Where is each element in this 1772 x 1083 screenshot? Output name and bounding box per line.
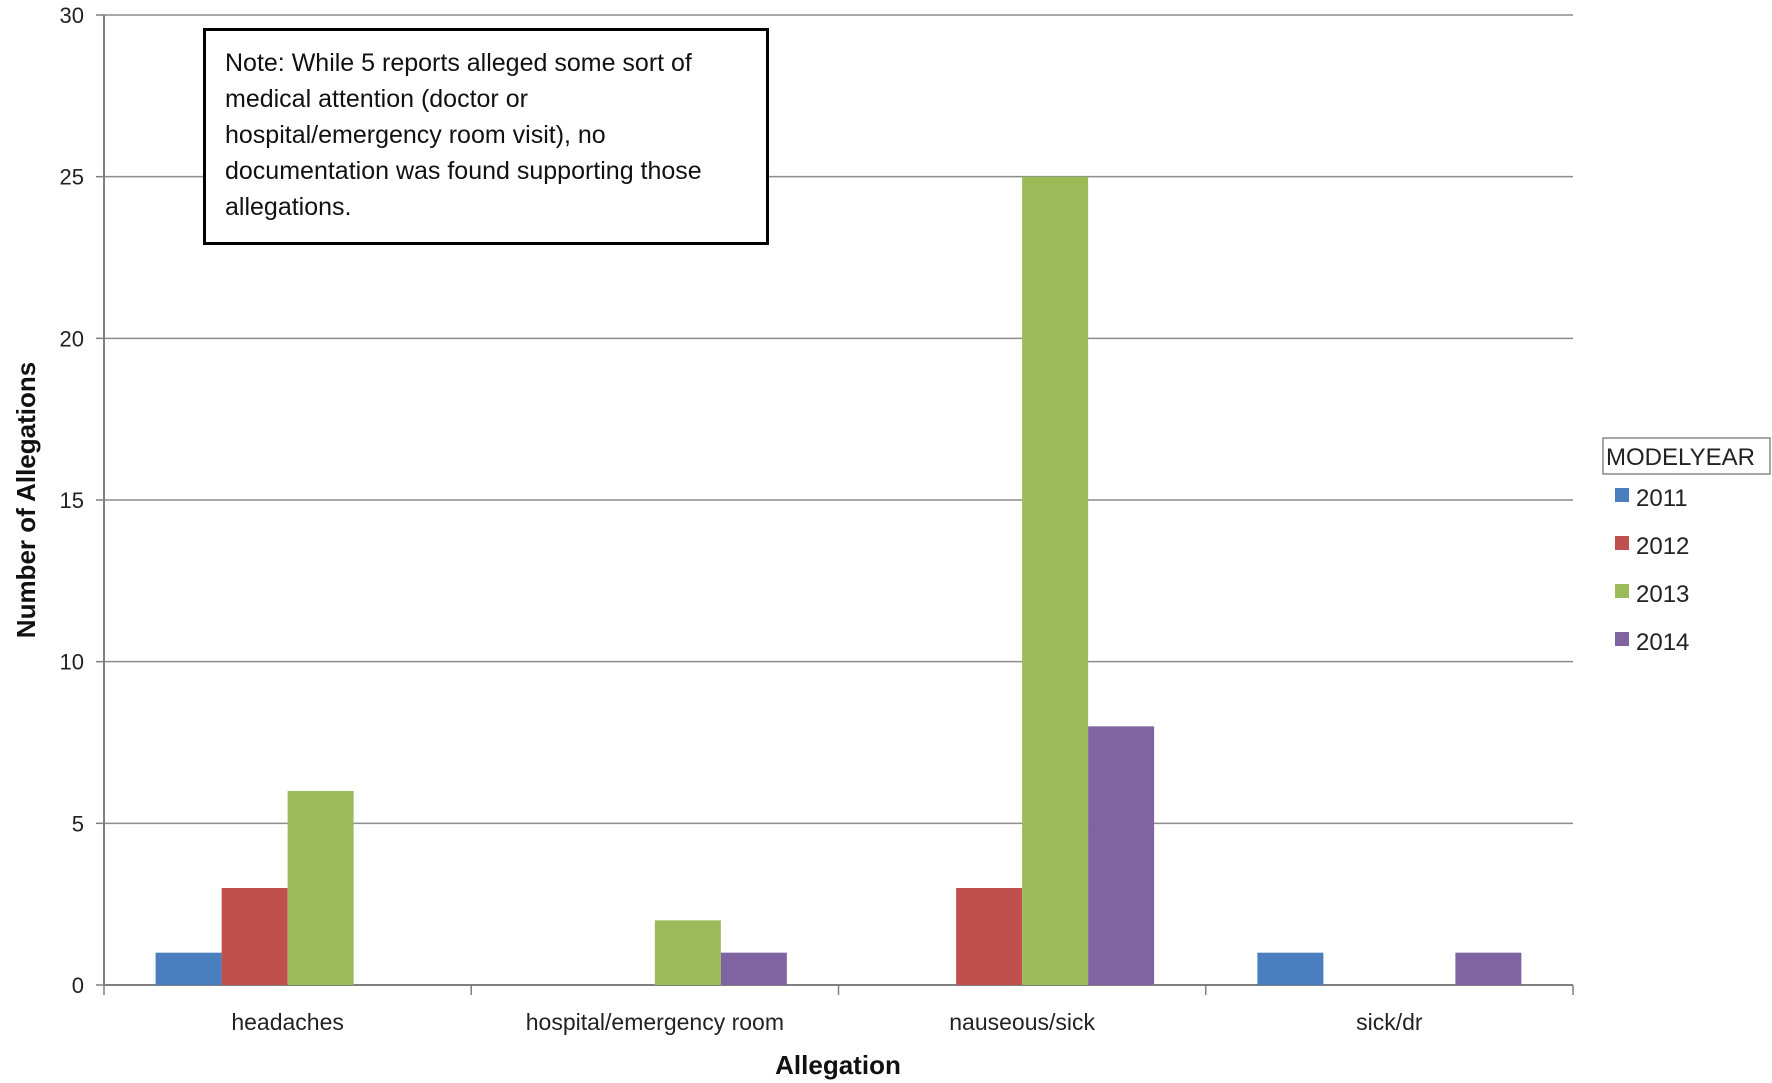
bar-2011-sick-dr [1257,952,1324,985]
bar-2014-sick-dr [1455,952,1522,985]
y-tick-label: 15 [60,488,84,513]
annotation-note: Note: While 5 reports alleged some sort … [203,28,769,245]
legend-title: MODELYEAR [1606,444,1755,471]
legend-swatch [1615,584,1629,598]
legend-swatch [1615,536,1629,550]
legend-label: 2012 [1636,533,1689,560]
y-tick-label: 30 [60,3,84,28]
y-tick-label: 0 [72,973,84,998]
bar-2013-nauseous-sick [1022,176,1089,985]
x-tick-label: sick/dr [1356,1009,1423,1035]
legend-swatch [1615,488,1629,502]
bar-2014-nauseous-sick [1088,726,1155,985]
y-tick-label: 5 [72,811,84,836]
legend: MODELYEAR 2011 2012 2013 2014 [1602,437,1771,656]
legend-items: 2011 2012 2013 2014 [1615,485,1689,656]
x-tick-label: nauseous/sick [949,1009,1095,1035]
bar-2012-headaches [221,888,288,985]
x-tick-label: headaches [231,1009,344,1035]
bar-2014-hospital-emergency-room [720,952,787,985]
legend-swatch [1615,632,1629,646]
tick-labels: 0 5 10 15 20 25 30 headaches hospital/emergency … [60,3,1423,1035]
legend-label: 2011 [1636,485,1688,512]
legend-box [1602,437,1771,475]
bar-2011-headaches [155,952,222,985]
bar-2013-headaches [287,791,354,985]
y-tick-label: 20 [60,326,84,351]
bar-2013-hospital-emergency-room [654,920,721,985]
x-tick-label: hospital/emergency room [526,1009,784,1035]
bars [155,176,1522,985]
y-tick-label: 10 [60,650,84,675]
x-axis-title: Allegation [775,1050,901,1080]
y-axis-title: Number of Allegations [11,362,41,638]
legend-label: 2014 [1636,629,1689,656]
legend-label: 2013 [1636,581,1689,608]
bar-2012-nauseous-sick [956,888,1023,985]
y-tick-label: 25 [60,165,84,190]
